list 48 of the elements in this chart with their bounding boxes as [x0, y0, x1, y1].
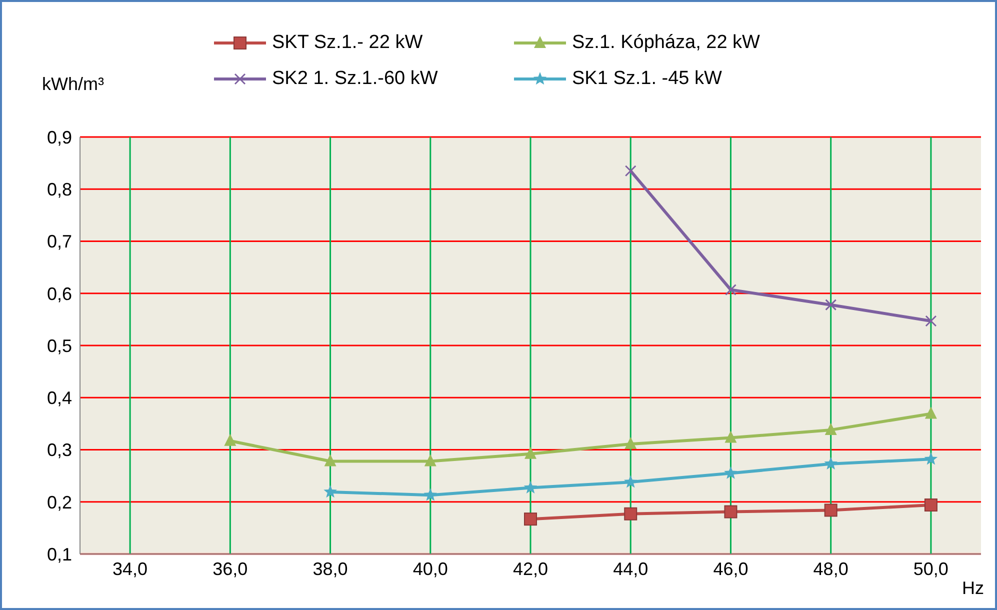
x-tick-label: 38,0: [312, 558, 348, 579]
point: [824, 422, 837, 435]
point: [424, 488, 438, 501]
point: [724, 466, 738, 479]
x-tick-label: 42,0: [512, 558, 548, 579]
point: [924, 452, 938, 465]
point: [724, 284, 736, 296]
x-tick-label: 40,0: [412, 558, 448, 579]
point: [224, 434, 236, 446]
y-tick-label: 0,9: [46, 127, 72, 148]
point: [524, 512, 537, 526]
point: [824, 456, 838, 470]
y-tick-label: 0,1: [46, 544, 72, 564]
x-tick-label: 48,0: [813, 558, 848, 579]
point: [324, 454, 336, 466]
point: [724, 505, 738, 518]
point: [825, 299, 837, 311]
y-tick-label: 0,2: [46, 492, 72, 512]
legend-label: SKT Sz.1.- 22 kW: [272, 32, 423, 54]
x-tick-label: 36,0: [212, 558, 248, 579]
x-tick-label: 44,0: [613, 558, 648, 579]
point: [524, 446, 536, 459]
y-tick-label: 0,6: [46, 284, 72, 304]
point: [924, 498, 938, 512]
point: [524, 480, 538, 494]
y-tick-label: 0,5: [46, 336, 72, 356]
point: [624, 437, 637, 450]
legend-label: SK1 Sz.1. -45 kW: [572, 68, 722, 90]
point: [624, 507, 638, 520]
y-tick-label: 0,8: [46, 180, 72, 200]
x-tick-label: 50,0: [913, 558, 948, 579]
point: [624, 165, 636, 177]
y-axis-title: kWh/m³: [42, 74, 104, 95]
y-tick-label: 0,7: [46, 232, 72, 252]
x-axis-title: Hz: [962, 578, 984, 599]
point: [824, 504, 838, 517]
point: [925, 315, 937, 327]
point: [324, 484, 337, 498]
y-tick-label: 0,4: [46, 388, 72, 408]
x-tick-label: 34,0: [112, 558, 148, 579]
point: [424, 454, 436, 466]
legend-label: SK2 1. Sz.1.-60 kW: [272, 68, 438, 90]
legend-label: Sz.1. Kópháza, 22 kW: [572, 32, 760, 54]
y-tick-label: 0,3: [46, 440, 72, 460]
x-tick-label: 46,0: [713, 558, 748, 579]
point: [924, 406, 937, 419]
point: [624, 475, 638, 488]
point: [724, 430, 737, 443]
